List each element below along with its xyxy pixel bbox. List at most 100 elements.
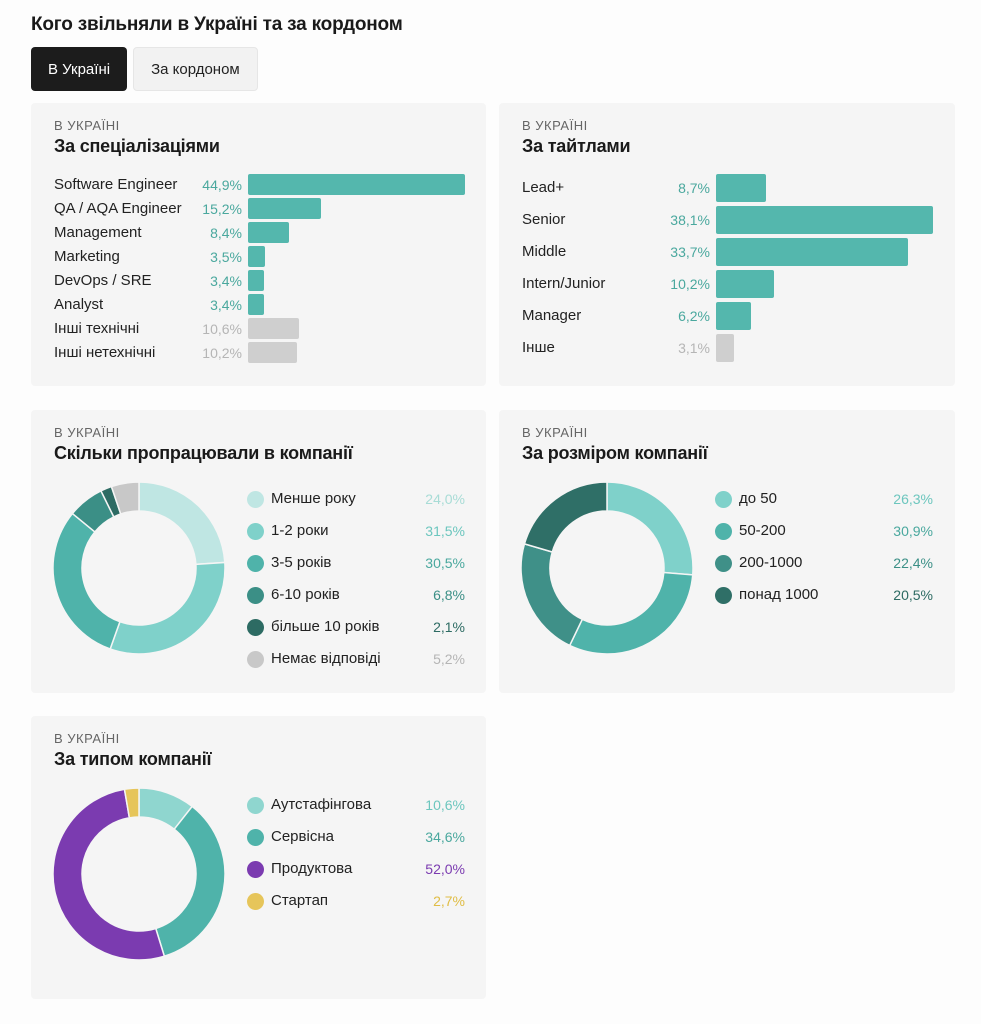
card-title: За тайтлами bbox=[522, 136, 631, 156]
value-label: 8,4% bbox=[210, 225, 242, 241]
legend-value: 6,8% bbox=[433, 587, 465, 603]
region-tabs: В Україні За кордоном bbox=[31, 47, 258, 91]
category-label: Middle bbox=[522, 243, 567, 260]
bar-row-marketing: Marketing 3,5% bbox=[54, 246, 465, 270]
bar-row-intern-junior: Intern/Junior 10,2% bbox=[522, 270, 933, 298]
bar-row-devops-sre: DevOps / SRE 3,4% bbox=[54, 270, 465, 294]
card-kicker: В УКРАЇНІ bbox=[54, 425, 120, 440]
legend-label: понад 1000 bbox=[739, 586, 819, 603]
value-label: 44,9% bbox=[202, 177, 242, 193]
legend-item-3-5-років: 3-5 років 30,5% bbox=[247, 553, 465, 577]
slice-немає-відповіді bbox=[110, 481, 140, 515]
page-title: Кого звільняли в Україні та за кордоном bbox=[31, 14, 403, 35]
legend-item-продуктова: Продуктова 52,0% bbox=[247, 859, 465, 883]
legend-label: Аутстафінгова bbox=[271, 796, 372, 813]
legend-label: Немає відповіді bbox=[271, 650, 381, 667]
slice-менше-року bbox=[138, 481, 226, 566]
bar-row-інші-нетехнічні: Інші нетехнічні 10,2% bbox=[54, 342, 465, 366]
legend-label: 50-200 bbox=[739, 522, 786, 539]
legend-item-сервісна: Сервісна 34,6% bbox=[247, 827, 465, 851]
slice-до-50 bbox=[606, 481, 694, 576]
bar-row-management: Management 8,4% bbox=[54, 222, 465, 246]
legend-swatch bbox=[247, 861, 264, 878]
category-label: Інші технічні bbox=[54, 320, 140, 337]
value-label: 3,5% bbox=[210, 249, 242, 265]
card-kicker: В УКРАЇНІ bbox=[54, 118, 120, 133]
bar bbox=[716, 302, 752, 330]
category-label: QA / AQA Engineer bbox=[54, 200, 182, 217]
card-title: За спеціалізаціями bbox=[54, 136, 220, 156]
legend-swatch bbox=[247, 893, 264, 910]
category-label: Intern/Junior bbox=[522, 275, 606, 292]
slice-стартап bbox=[123, 787, 140, 819]
specializations-card: В УКРАЇНІ За спеціалізаціями Software En… bbox=[31, 103, 486, 386]
legend-value: 31,5% bbox=[425, 523, 465, 539]
legend-value: 5,2% bbox=[433, 651, 465, 667]
bar-row-qa-aqa-engineer: QA / AQA Engineer 15,2% bbox=[54, 198, 465, 222]
category-label: Senior bbox=[522, 211, 566, 228]
category-label: Software Engineer bbox=[54, 176, 178, 193]
legend-item-200-1000: 200-1000 22,4% bbox=[715, 553, 933, 577]
card-title: Скільки пропрацювали в компанії bbox=[54, 443, 353, 463]
bar-row-senior: Senior 38,1% bbox=[522, 206, 933, 234]
legend-item-1-2-роки: 1-2 роки 31,5% bbox=[247, 521, 465, 545]
company-size-card: В УКРАЇНІ За розміром компанії до 50 26,3… bbox=[499, 410, 955, 693]
tab-abroad[interactable]: За кордоном bbox=[133, 47, 258, 91]
legend-swatch bbox=[247, 491, 264, 508]
bar-row-manager: Manager 6,2% bbox=[522, 302, 933, 330]
legend-label: більше 10 років bbox=[271, 618, 380, 635]
category-label: Marketing bbox=[54, 248, 120, 265]
bar-row-software-engineer: Software Engineer 44,9% bbox=[54, 174, 465, 198]
tenure-card: В УКРАЇНІ Скільки пропрацювали в компані… bbox=[31, 410, 486, 693]
value-label: 38,1% bbox=[670, 212, 710, 228]
titles-card: В УКРАЇНІ За тайтлами Lead+ 8,7% Senior 38,… bbox=[499, 103, 955, 386]
bar-row-інші-технічні: Інші технічні 10,6% bbox=[54, 318, 465, 342]
bar bbox=[716, 206, 933, 234]
tab-ukraine[interactable]: В Україні bbox=[31, 47, 128, 91]
legend-item-до-50: до 50 26,3% bbox=[715, 489, 933, 513]
legend-value: 2,7% bbox=[433, 893, 465, 909]
donut-chart bbox=[520, 481, 694, 655]
card-kicker: В УКРАЇНІ bbox=[54, 731, 120, 746]
slice-200-1000 bbox=[520, 542, 584, 647]
value-label: 15,2% bbox=[202, 201, 242, 217]
legend-swatch bbox=[715, 491, 732, 508]
bar bbox=[716, 334, 734, 362]
legend-label: 200-1000 bbox=[739, 554, 803, 571]
donut-chart bbox=[52, 787, 226, 961]
legend-label: до 50 bbox=[739, 490, 777, 507]
legend-swatch bbox=[715, 523, 732, 540]
card-kicker: В УКРАЇНІ bbox=[522, 425, 588, 440]
legend-value: 30,5% bbox=[425, 555, 465, 571]
slice-1-2-роки bbox=[109, 561, 226, 655]
legend-label: Сервісна bbox=[271, 828, 334, 845]
legend-label: 6-10 років bbox=[271, 586, 340, 603]
category-label: Manager bbox=[522, 307, 582, 324]
category-label: Analyst bbox=[54, 296, 104, 313]
legend-value: 22,4% bbox=[893, 555, 933, 571]
value-label: 10,2% bbox=[670, 276, 710, 292]
legend-label: 1-2 роки bbox=[271, 522, 329, 539]
category-label: Lead+ bbox=[522, 179, 565, 196]
bar bbox=[248, 270, 265, 291]
category-label: Інше bbox=[522, 339, 555, 356]
legend-swatch bbox=[247, 555, 264, 572]
legend-label: 3-5 років bbox=[271, 554, 332, 571]
legend-value: 2,1% bbox=[433, 619, 465, 635]
legend-item-менше-року: Менше року 24,0% bbox=[247, 489, 465, 513]
card-title: За типом компанії bbox=[54, 749, 212, 769]
company-type-card: В УКРАЇНІ За типом компанії Аутстафінгов… bbox=[31, 716, 486, 999]
value-label: 3,1% bbox=[678, 340, 710, 356]
value-label: 33,7% bbox=[670, 244, 710, 260]
bar bbox=[248, 342, 298, 363]
legend-item-аутстафінгова: Аутстафінгова 10,6% bbox=[247, 795, 465, 819]
value-label: 10,2% bbox=[202, 345, 242, 361]
bar-row-інше: Інше 3,1% bbox=[522, 334, 933, 362]
slice-3-5-років bbox=[52, 512, 121, 650]
card-title: За розміром компанії bbox=[522, 443, 708, 463]
legend-swatch bbox=[715, 555, 732, 572]
legend-item-стартап: Стартап 2,7% bbox=[247, 891, 465, 915]
legend-item-немає-відповіді: Немає відповіді 5,2% bbox=[247, 649, 465, 673]
legend-value: 20,5% bbox=[893, 587, 933, 603]
legend-value: 30,9% bbox=[893, 523, 933, 539]
